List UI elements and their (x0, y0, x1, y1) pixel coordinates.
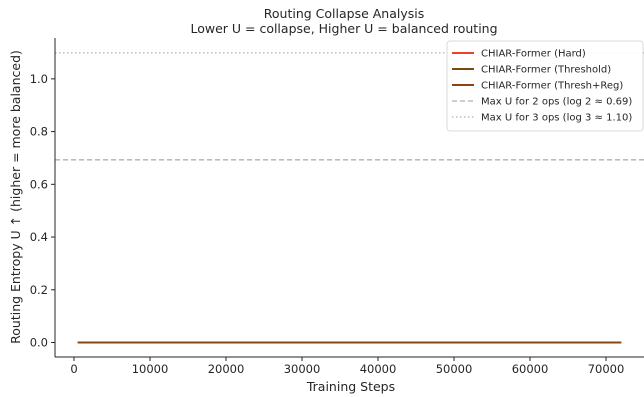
y-axis-label: Routing Entropy U ↑ (higher = more balan… (8, 50, 23, 344)
x-tick-label: 20000 (208, 362, 245, 376)
legend: CHIAR-Former (Hard) CHIAR-Former (Thresho… (446, 40, 644, 132)
legend-label-4: Max U for 3 ops (log 3 ≈ 1.10) (481, 113, 632, 124)
y-ticks: 0.0 0.2 0.4 0.6 0.8 1.0 (30, 72, 55, 350)
reference-lines (55, 52, 644, 161)
x-axis-label: Training Steps (306, 379, 395, 394)
x-tick-label: 10000 (132, 362, 169, 376)
chart-title: Routing Collapse Analysis (264, 6, 425, 21)
x-tick-label: 30000 (284, 362, 321, 376)
legend-label-1: CHIAR-Former (Threshold) (481, 65, 611, 76)
legend-box (446, 40, 644, 132)
y-tick-label: 0.0 (30, 336, 48, 350)
y-tick-label: 0.4 (30, 230, 48, 244)
x-tick-label: 60000 (512, 362, 549, 376)
x-tick-label: 0 (70, 362, 77, 376)
x-tick-label: 40000 (360, 362, 397, 376)
y-tick-label: 1.0 (30, 72, 48, 86)
x-tick-label: 50000 (436, 362, 473, 376)
y-tick-label: 0.8 (30, 125, 48, 139)
y-tick-label: 0.2 (30, 283, 48, 297)
y-tick-label: 0.6 (30, 177, 48, 191)
legend-label-0: CHIAR-Former (Hard) (481, 49, 586, 60)
chart-subtitle: Lower U = collapse, Higher U = balanced … (190, 21, 497, 36)
x-tick-label: 70000 (588, 362, 625, 376)
legend-label-2: CHIAR-Former (Thresh+Reg) (481, 81, 623, 92)
legend-label-3: Max U for 2 ops (log 2 ≈ 0.69) (481, 97, 632, 108)
x-ticks: 0 10000 20000 30000 40000 50000 60000 70000 (70, 357, 624, 376)
